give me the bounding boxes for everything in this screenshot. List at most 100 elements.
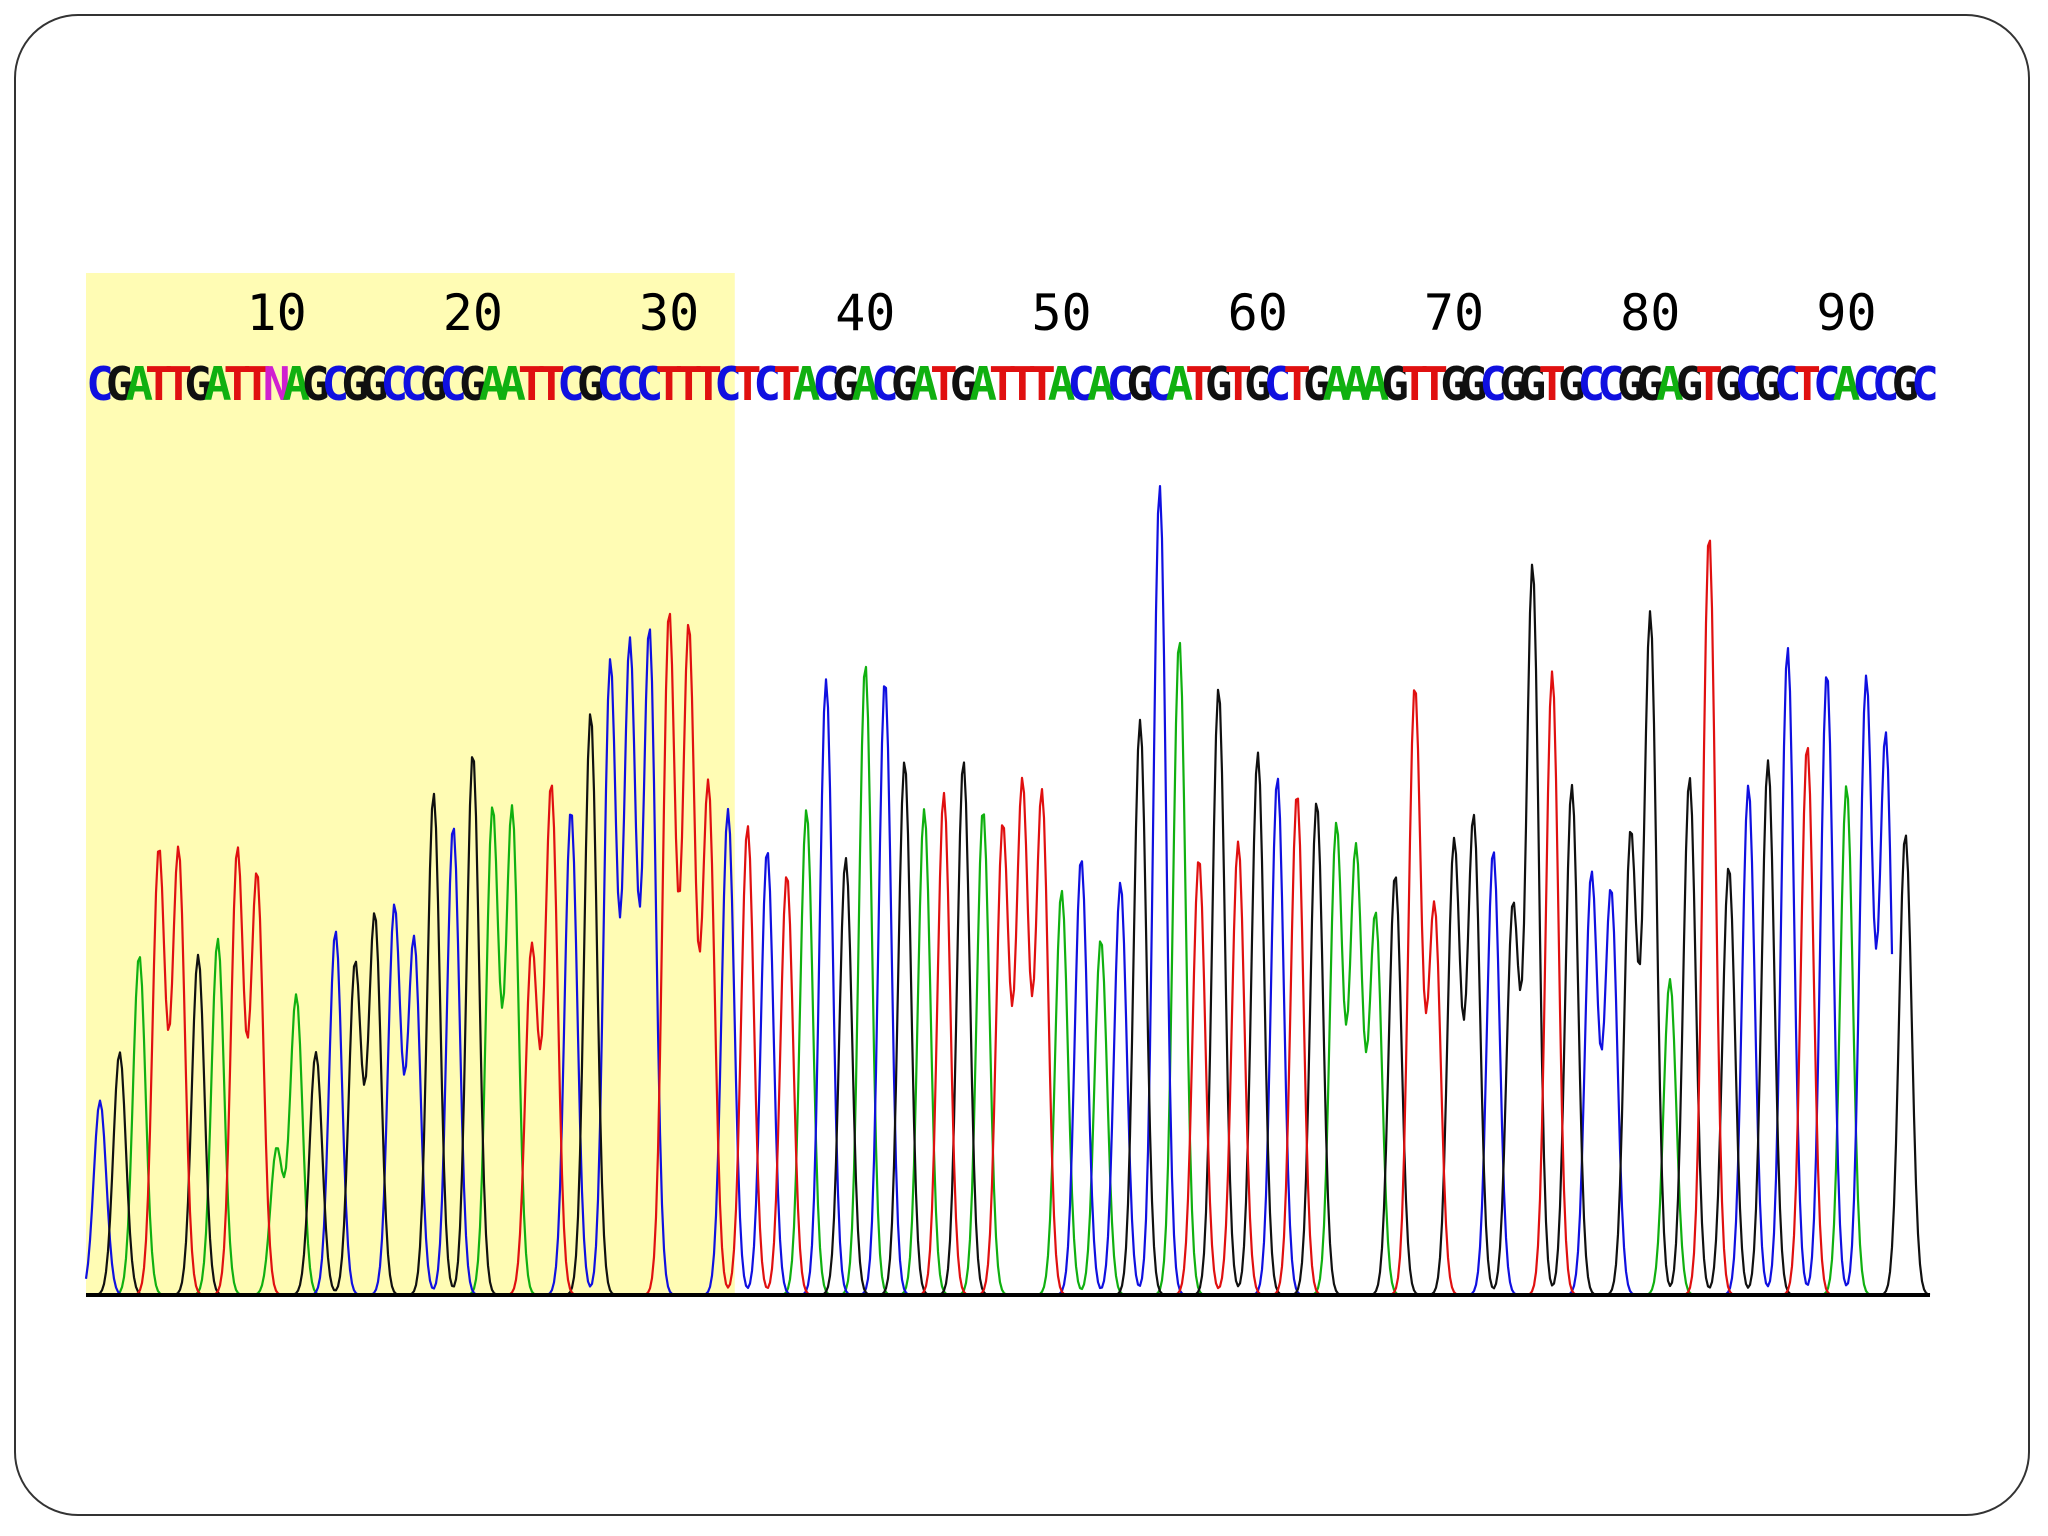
tick-label-20: 20: [443, 284, 503, 342]
base-call-29: C: [636, 357, 664, 411]
tick-label-50: 50: [1031, 284, 1091, 342]
base-call-81: A: [1656, 357, 1684, 411]
base-call-89: C: [1813, 357, 1841, 411]
base-call-57: T: [1185, 357, 1213, 411]
base-call-77: C: [1578, 357, 1606, 411]
base-call-24: T: [537, 357, 565, 411]
base-call-51: C: [1067, 357, 1095, 411]
base-call-42: G: [891, 357, 919, 411]
base-call-59: T: [1224, 357, 1252, 411]
base-call-88: T: [1793, 357, 1821, 411]
base-call-82: G: [1676, 357, 1704, 411]
base-call-75: T: [1538, 357, 1566, 411]
base-call-27: C: [596, 357, 624, 411]
base-call-21: A: [479, 357, 507, 411]
base-call-73: G: [1499, 357, 1527, 411]
base-call-64: A: [1322, 357, 1350, 411]
base-call-63: G: [1303, 357, 1331, 411]
tick-label-80: 80: [1620, 284, 1680, 342]
highlight-region: [86, 273, 735, 1295]
tick-label-30: 30: [639, 284, 699, 342]
tick-label-70: 70: [1424, 284, 1484, 342]
base-call-71: G: [1460, 357, 1488, 411]
base-call-74: G: [1519, 357, 1547, 411]
base-call-25: C: [557, 357, 585, 411]
base-call-50: A: [1048, 357, 1076, 411]
base-call-3: A: [125, 357, 153, 411]
base-call-62: T: [1283, 357, 1311, 411]
base-call-78: C: [1597, 357, 1625, 411]
base-call-5: T: [165, 357, 193, 411]
base-call-13: C: [322, 357, 350, 411]
base-call-11: A: [282, 357, 310, 411]
base-call-69: T: [1421, 357, 1449, 411]
base-call-56: A: [1165, 357, 1193, 411]
base-call-2: G: [106, 357, 134, 411]
base-call-92: C: [1872, 357, 1900, 411]
base-call-70: G: [1440, 357, 1468, 411]
base-call-43: A: [910, 357, 938, 411]
base-call-44: T: [930, 357, 958, 411]
base-call-20: G: [459, 357, 487, 411]
base-call-12: G: [302, 357, 330, 411]
base-call-9: T: [243, 357, 271, 411]
base-call-18: G: [420, 357, 448, 411]
base-call-39: G: [832, 357, 860, 411]
base-call-22: A: [498, 357, 526, 411]
base-call-76: G: [1558, 357, 1586, 411]
base-call-68: T: [1401, 357, 1429, 411]
base-call-46: A: [969, 357, 997, 411]
base-call-7: A: [204, 357, 232, 411]
base-call-49: T: [1028, 357, 1056, 411]
base-call-38: C: [812, 357, 840, 411]
base-call-90: A: [1833, 357, 1861, 411]
base-call-91: C: [1852, 357, 1880, 411]
base-call-65: A: [1342, 357, 1370, 411]
base-call-33: C: [714, 357, 742, 411]
base-call-40: A: [851, 357, 879, 411]
base-call-45: G: [950, 357, 978, 411]
base-call-86: G: [1754, 357, 1782, 411]
base-call-41: C: [871, 357, 899, 411]
base-call-93: G: [1892, 357, 1920, 411]
base-call-48: T: [1008, 357, 1036, 411]
position-axis: 10 20 30 40 50 60 70 80 90: [247, 284, 1877, 342]
base-call-15: G: [361, 357, 389, 411]
base-call-60: G: [1244, 357, 1272, 411]
base-call-84: G: [1715, 357, 1743, 411]
base-call-55: C: [1146, 357, 1174, 411]
base-call-52: A: [1087, 357, 1115, 411]
base-call-83: T: [1695, 357, 1723, 411]
base-call-10: N: [263, 357, 291, 411]
base-call-47: T: [989, 357, 1017, 411]
base-call-1: C: [86, 357, 114, 411]
base-call-66: A: [1362, 357, 1390, 411]
base-call-37: A: [793, 357, 821, 411]
chart-background: [86, 273, 735, 1295]
base-call-94: C: [1911, 357, 1939, 411]
base-call-35: C: [753, 357, 781, 411]
base-call-19: C: [439, 357, 467, 411]
tick-label-90: 90: [1816, 284, 1876, 342]
tick-label-60: 60: [1228, 284, 1288, 342]
base-call-80: G: [1636, 357, 1664, 411]
base-call-85: C: [1735, 357, 1763, 411]
base-call-4: T: [145, 357, 173, 411]
base-call-79: G: [1617, 357, 1645, 411]
base-call-8: T: [224, 357, 252, 411]
base-call-58: G: [1205, 357, 1233, 411]
base-call-34: T: [734, 357, 762, 411]
base-call-31: T: [675, 357, 703, 411]
base-call-28: C: [616, 357, 644, 411]
base-call-54: G: [1126, 357, 1154, 411]
base-call-14: G: [341, 357, 369, 411]
base-call-36: T: [773, 357, 801, 411]
tick-label-40: 40: [835, 284, 895, 342]
base-call-17: C: [400, 357, 428, 411]
base-call-16: C: [381, 357, 409, 411]
base-call-87: C: [1774, 357, 1802, 411]
base-call-sequence: CGATTGATTNAGCGGCCGCGAATTCGCCCTTTCTCTACGA…: [86, 357, 1939, 411]
base-call-30: T: [655, 357, 683, 411]
base-call-53: C: [1107, 357, 1135, 411]
